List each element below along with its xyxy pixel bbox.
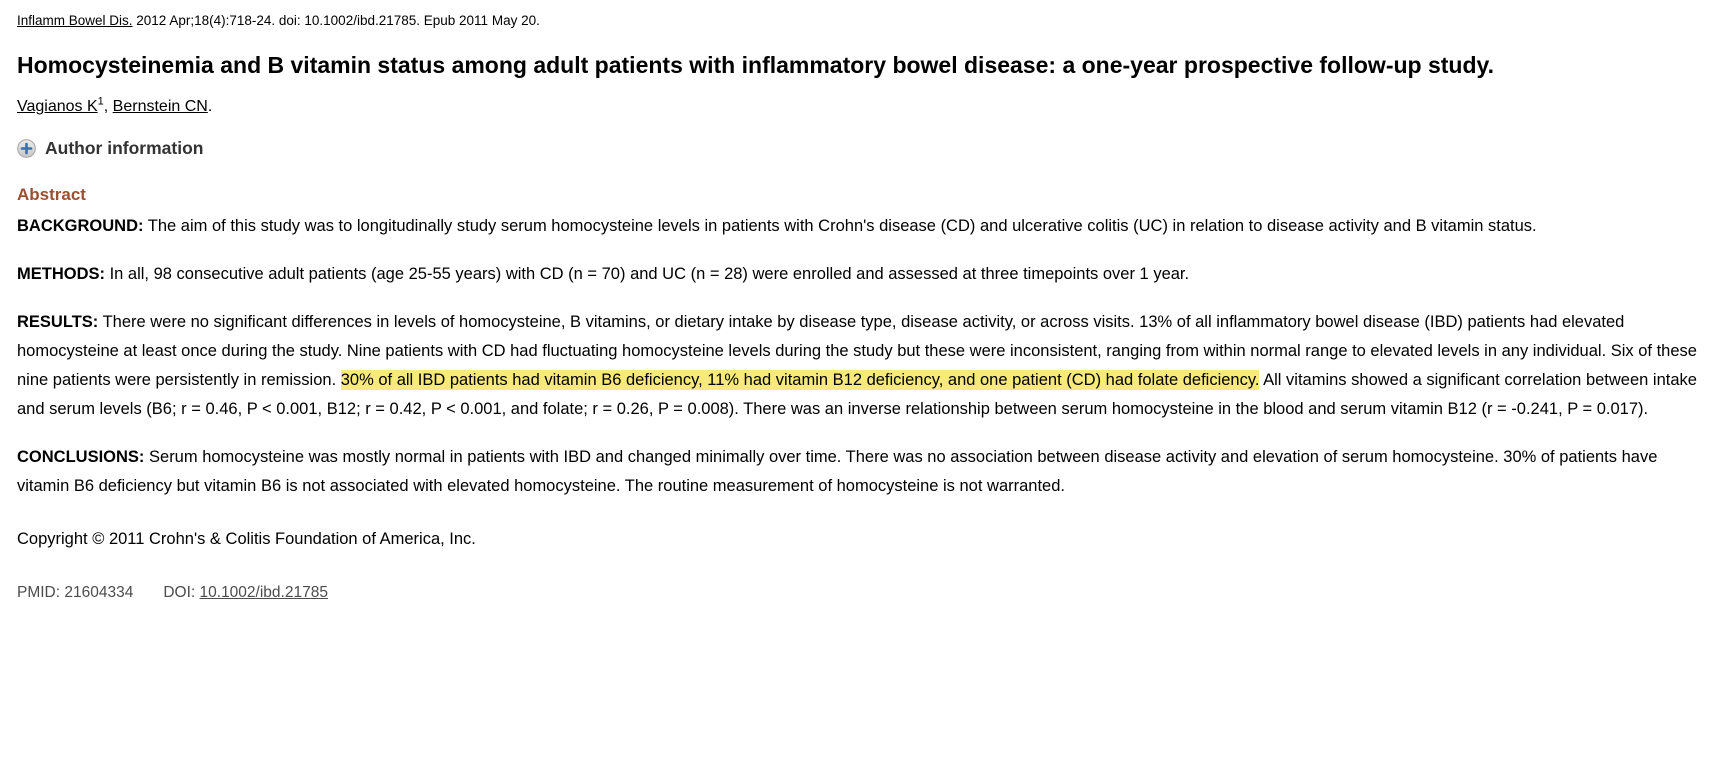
plus-expand-icon[interactable]: [17, 139, 36, 158]
author-information-label: Author information: [45, 138, 204, 158]
conclusions-text: Serum homocysteine was mostly normal in …: [17, 448, 1658, 495]
abstract-heading: Abstract: [17, 185, 86, 204]
author-information-toggle[interactable]: Author information: [17, 138, 1705, 159]
copyright-notice: Copyright © 2011 Crohn's & Colitis Found…: [17, 530, 476, 548]
background-label: BACKGROUND:: [17, 217, 144, 235]
page-title: Homocysteinemia and B vitamin status amo…: [17, 52, 1494, 78]
author-link-vagianos[interactable]: Vagianos K: [17, 98, 98, 115]
pmid-label: PMID:: [17, 584, 65, 601]
abstract-section-background: BACKGROUND: The aim of this study was to…: [17, 212, 1705, 241]
pmid-value: 21604334: [64, 584, 134, 601]
abstract-section-results: RESULTS: There were no significant diffe…: [17, 308, 1705, 424]
author-list-terminator: .: [207, 98, 213, 115]
journal-abbreviation-link[interactable]: Inflamm Bowel Dis.: [17, 13, 133, 28]
methods-text: In all, 98 consecutive adult patients (a…: [105, 265, 1190, 283]
results-label: RESULTS:: [17, 313, 99, 331]
methods-label: METHODS:: [17, 265, 105, 283]
citation-details: 2012 Apr;18(4):718-24. doi: 10.1002/ibd.…: [132, 13, 540, 28]
abstract-section-conclusions: CONCLUSIONS: Serum homocysteine was most…: [17, 443, 1705, 501]
pmid-pair: PMID: 21604334: [17, 584, 133, 602]
doi-pair: DOI: 10.1002/ibd.21785: [163, 584, 328, 602]
citation-line: Inflamm Bowel Dis. 2012 Apr;18(4):718-24…: [17, 12, 1705, 30]
conclusions-label: CONCLUSIONS:: [17, 448, 145, 466]
background-text: The aim of this study was to longitudina…: [143, 217, 1537, 235]
doi-link[interactable]: 10.1002/ibd.21785: [199, 584, 328, 601]
author-separator: ,: [103, 98, 113, 115]
highlighted-finding-text: 30% of all IBD patients had vitamin B6 d…: [340, 370, 1260, 390]
author-link-bernstein[interactable]: Bernstein CN: [112, 98, 208, 115]
author-list: Vagianos K1, Bernstein CN.: [17, 96, 1705, 118]
author-affiliation-superscript: 1: [97, 95, 104, 108]
abstract-section-methods: METHODS: In all, 98 consecutive adult pa…: [17, 260, 1705, 289]
results-text-after-highlight: All vitamins showed a significant correl…: [17, 371, 1697, 418]
results-text-before-highlight: There were no significant differences in…: [17, 313, 1697, 389]
doi-label: DOI:: [163, 584, 200, 601]
article-identifiers: PMID: 21604334 DOI: 10.1002/ibd.21785: [17, 584, 1705, 602]
